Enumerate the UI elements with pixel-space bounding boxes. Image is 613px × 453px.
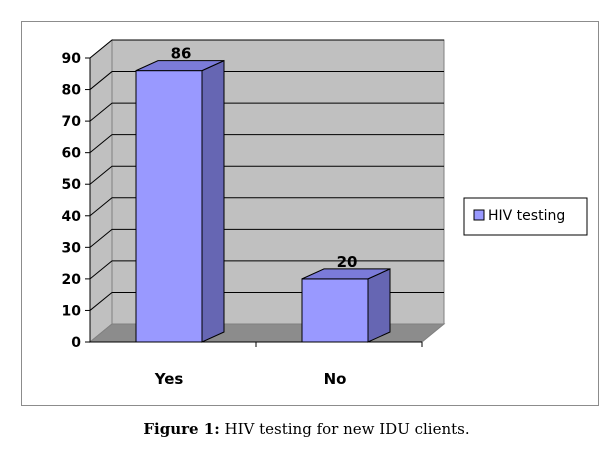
y-tick-label: 50: [62, 177, 82, 193]
bar-top: [301, 268, 391, 280]
y-tick-label: 80: [62, 83, 82, 99]
bar-side: [367, 268, 391, 343]
chart-frame: 0 10 20 30 40 50 60 70 80 90 86 20 Yes No HIV testi…: [21, 21, 599, 406]
gridline: [89, 102, 444, 122]
y-tick-label: 70: [62, 114, 82, 130]
bars: 86 20: [135, 45, 391, 343]
side-wall: [89, 38, 113, 344]
category-labels: Yes No: [154, 370, 347, 388]
gridline: [89, 228, 444, 248]
bar-front: [301, 278, 369, 343]
y-tick-label: 90: [62, 51, 82, 67]
data-label: 20: [337, 253, 358, 271]
gridline: [89, 197, 444, 217]
bar-front: [135, 70, 203, 343]
bar-chart: 0 10 20 30 40 50 60 70 80 90 86 20 Yes No HIV testi…: [62, 38, 588, 388]
y-tick-label: 30: [62, 240, 82, 256]
y-tick-label: 20: [62, 272, 82, 288]
gridlines: [89, 39, 444, 311]
legend: HIV testing: [463, 197, 588, 236]
legend-label: HIV testing: [488, 208, 565, 224]
y-tick-label: 0: [71, 335, 81, 351]
caption-label: Figure 1:: [143, 420, 220, 438]
category-label: Yes: [154, 370, 184, 388]
bar-side: [201, 59, 225, 343]
legend-swatch: [473, 209, 485, 221]
figure-caption: Figure 1: HIV testing for new IDU client…: [0, 420, 613, 438]
y-tick-label: 40: [62, 209, 82, 225]
data-label: 86: [171, 45, 192, 63]
category-label: No: [324, 370, 347, 388]
y-tick-labels: 0 10 20 30 40 50 60 70 80 90: [62, 51, 82, 351]
gridline: [89, 165, 444, 185]
bar-top: [135, 60, 225, 72]
bar-yes: 86: [135, 45, 225, 343]
bar-no: 20: [301, 253, 391, 343]
gridline: [89, 39, 444, 59]
caption-text: HIV testing for new IDU clients.: [219, 420, 470, 438]
gridline: [89, 260, 444, 280]
y-tick-label: 60: [62, 146, 82, 162]
y-tick-label: 10: [62, 303, 82, 319]
gridline: [89, 71, 444, 90]
gridline: [89, 134, 444, 154]
